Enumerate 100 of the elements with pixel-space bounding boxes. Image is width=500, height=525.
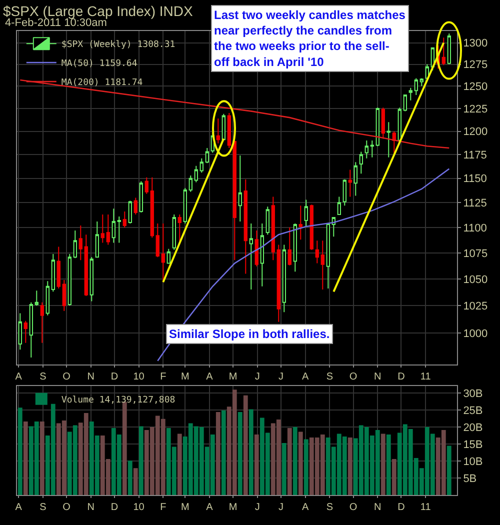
candlestick — [260, 223, 264, 287]
x-tick-label: O — [62, 502, 71, 513]
candlestick — [144, 176, 148, 194]
x-tick-label: S — [40, 371, 47, 382]
x-tick-label: D — [110, 371, 118, 382]
bar — [380, 434, 386, 495]
legend-label: MA(200) 1181.74 — [61, 78, 143, 88]
x-tick-label: A — [302, 371, 310, 382]
bar — [287, 428, 292, 495]
x-tick-label: M — [180, 502, 190, 513]
x-tick-label: 11 — [420, 371, 432, 382]
y-tick-label: 1300 — [463, 38, 488, 50]
y-tick-label: 1275 — [463, 59, 488, 72]
legend-label: Volume 14,139,127,808 — [61, 395, 176, 406]
candlestick — [106, 214, 110, 246]
candlestick — [150, 176, 154, 238]
candlestick — [161, 223, 165, 283]
candlestick — [276, 244, 280, 322]
candlestick — [205, 148, 209, 164]
candlestick — [90, 256, 94, 302]
annotation: Similar Slope in both rallies. — [169, 327, 330, 341]
candlestick — [266, 206, 270, 236]
x-tick-label: S — [326, 371, 334, 382]
candlestick — [222, 113, 226, 140]
candlestick — [442, 37, 446, 66]
x-tick-label: J — [254, 371, 260, 382]
y-tick-label: 25B — [463, 404, 483, 417]
bar — [128, 460, 132, 495]
candlestick — [84, 234, 88, 296]
candlestick — [73, 230, 77, 259]
candlestick — [95, 221, 99, 258]
y-tick-label: 20B — [463, 422, 483, 434]
y-tick-label: 1175 — [463, 149, 487, 162]
candlestick — [320, 240, 324, 290]
x-tick-label: O — [349, 502, 358, 513]
x-tick-label: D — [398, 371, 405, 382]
x-tick-label: M — [228, 371, 238, 382]
candlestick — [100, 214, 104, 244]
candlestick — [420, 78, 424, 87]
candlestick — [304, 199, 308, 228]
candlestick — [183, 188, 187, 224]
y-tick-label: 1150 — [463, 173, 487, 186]
candlestick — [337, 196, 341, 216]
y-tick-label: 30B — [463, 388, 483, 400]
x-tick-label: N — [374, 371, 382, 382]
candlestick — [386, 122, 390, 158]
candlestick — [139, 180, 143, 214]
bar — [282, 442, 286, 495]
candlestick — [18, 312, 22, 350]
candlestick — [403, 94, 407, 112]
candlestick — [315, 240, 319, 264]
x-tick-label: A — [206, 502, 214, 513]
candlestick — [216, 118, 220, 144]
bar — [298, 432, 303, 495]
x-tick-label: N — [87, 502, 94, 513]
candlestick — [282, 244, 286, 313]
y-tick-label: 1250 — [463, 81, 488, 93]
candlestick — [112, 208, 116, 244]
y-tick-label: 1050 — [463, 274, 488, 286]
candlestick — [298, 205, 302, 240]
bar — [133, 468, 138, 495]
line-series — [19, 79, 450, 149]
candlestick — [178, 214, 182, 242]
candlestick — [24, 320, 28, 344]
candlestick — [46, 280, 50, 316]
bar — [18, 408, 22, 495]
candlestick — [354, 162, 358, 196]
candlestick — [381, 107, 385, 140]
x-tick-label: F — [160, 371, 166, 382]
candlestick — [370, 140, 374, 158]
x-tick-label: D — [110, 502, 118, 513]
bar — [292, 426, 298, 495]
candlestick — [271, 196, 275, 261]
x-tick-label: A — [15, 502, 22, 513]
legend-label: MA(50) 1159.64 — [61, 59, 138, 70]
candlestick — [364, 140, 368, 159]
x-tick-label: S — [40, 502, 47, 513]
chart-title: $SPX (Large Cap Index) INDX — [3, 2, 194, 19]
candlestick — [200, 158, 204, 174]
chart-subtitle: 4-Feb-2011 10:30am — [5, 17, 107, 29]
bar — [40, 422, 44, 495]
candlestick — [376, 107, 380, 147]
candlestick — [68, 253, 72, 306]
y-tick-label: 10B — [463, 456, 483, 468]
bar — [243, 395, 248, 495]
candlestick — [194, 165, 198, 183]
candlestick — [249, 223, 253, 290]
candlestick — [244, 178, 248, 274]
x-tick-label: S — [326, 502, 334, 513]
candlestick — [288, 227, 292, 266]
candlestick — [166, 248, 170, 264]
candlestick — [172, 214, 176, 250]
candlestick — [51, 253, 55, 292]
y-tick-label: 1025 — [463, 300, 488, 312]
x-tick-label: O — [62, 371, 71, 382]
candlestick — [56, 246, 60, 289]
candlestick — [342, 178, 346, 206]
x-tick-label: O — [349, 371, 358, 382]
bar — [304, 439, 308, 495]
annotation: Last two weekly candles matches near perfectly the candles from the two weeks prior to the sell-off back in April '10 — [214, 8, 406, 69]
